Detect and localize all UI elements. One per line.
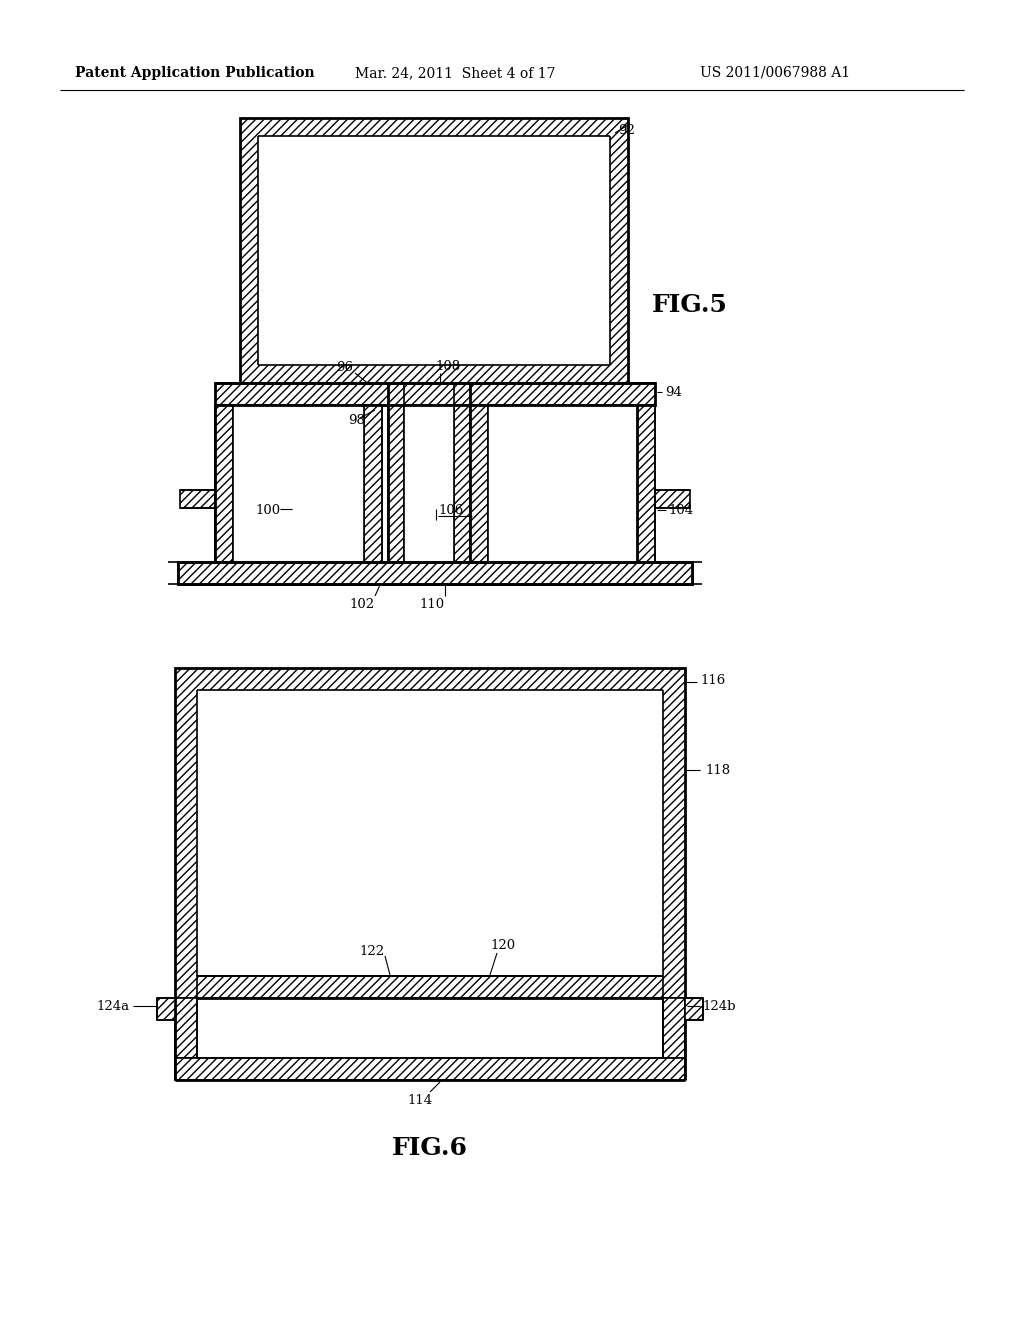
Text: 100: 100	[255, 503, 281, 516]
Bar	[215, 405, 233, 562]
Text: 108: 108	[435, 360, 460, 374]
Bar	[404, 405, 454, 562]
Bar	[178, 562, 692, 583]
Bar	[470, 405, 488, 562]
Text: 120: 120	[490, 939, 515, 952]
Bar	[178, 562, 692, 583]
Bar	[685, 998, 703, 1020]
Text: US 2011/0067988 A1: US 2011/0067988 A1	[700, 66, 850, 81]
Bar	[364, 405, 382, 562]
Bar	[637, 405, 655, 562]
Text: Patent Application Publication: Patent Application Publication	[75, 66, 314, 81]
Text: 106: 106	[438, 503, 463, 516]
Bar	[454, 405, 470, 562]
Text: 102: 102	[349, 598, 375, 611]
Text: 122: 122	[359, 945, 385, 958]
Bar	[175, 1059, 685, 1080]
Text: 110: 110	[420, 598, 444, 611]
Bar	[488, 405, 637, 562]
Bar	[175, 998, 197, 1059]
Bar	[240, 117, 628, 383]
Text: 92: 92	[618, 124, 635, 137]
Text: 118: 118	[705, 763, 730, 776]
Text: 124a: 124a	[97, 999, 130, 1012]
Text: FIG.6: FIG.6	[392, 1137, 468, 1160]
Text: 104: 104	[668, 503, 693, 516]
Text: FIG.5: FIG.5	[652, 293, 728, 317]
Text: 94: 94	[665, 385, 682, 399]
Text: 98: 98	[348, 413, 365, 426]
Text: 124b: 124b	[702, 999, 735, 1012]
Text: 114: 114	[408, 1094, 432, 1107]
Text: Mar. 24, 2011  Sheet 4 of 17: Mar. 24, 2011 Sheet 4 of 17	[355, 66, 555, 81]
Bar	[663, 998, 685, 1059]
Text: 116: 116	[700, 673, 725, 686]
Text: 96: 96	[337, 360, 353, 374]
Bar	[157, 998, 175, 1020]
Bar	[175, 668, 685, 998]
Bar	[233, 405, 364, 562]
Bar	[215, 383, 655, 405]
Bar	[258, 136, 610, 366]
Bar	[197, 975, 663, 998]
Bar	[178, 562, 692, 583]
Bar	[197, 998, 663, 1059]
Bar	[197, 690, 663, 975]
Bar	[388, 405, 404, 562]
Bar	[180, 490, 215, 508]
Bar	[655, 490, 690, 508]
